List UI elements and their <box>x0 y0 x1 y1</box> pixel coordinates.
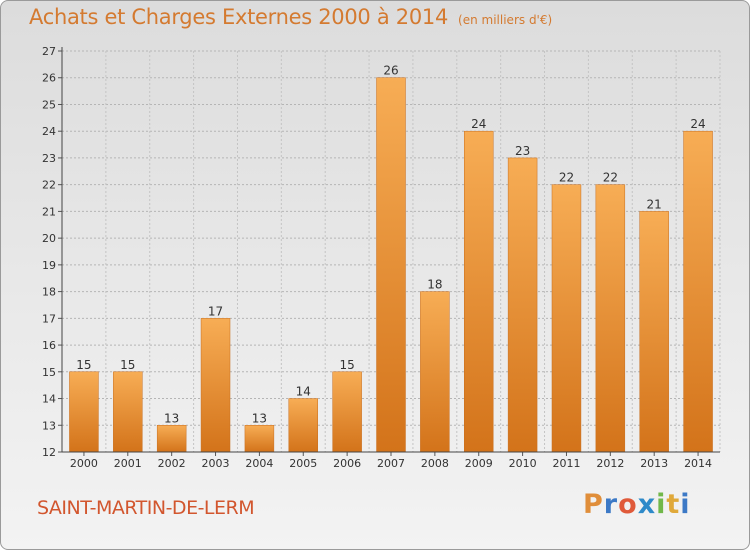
y-tick-label: 22 <box>42 179 56 192</box>
data-label: 24 <box>471 117 486 131</box>
bar <box>244 425 275 453</box>
chart-subtitle: (en milliers d'€) <box>458 13 553 27</box>
x-tick-label: 2007 <box>377 457 405 470</box>
data-label: 26 <box>383 64 398 78</box>
x-tick-label: 2005 <box>289 457 317 470</box>
x-tick-label: 2014 <box>684 457 712 470</box>
data-label: 22 <box>559 171 574 185</box>
data-label: 18 <box>427 278 442 292</box>
bar <box>156 425 187 453</box>
x-tick-label: 2003 <box>202 457 230 470</box>
bar <box>595 184 626 453</box>
y-tick-label: 21 <box>42 205 56 218</box>
y-tick-label: 20 <box>42 232 56 245</box>
x-tick-label: 2004 <box>245 457 273 470</box>
y-tick-label: 17 <box>42 312 56 325</box>
bar <box>507 157 538 453</box>
chart-title-row: Achats et Charges Externes 2000 à 2014 (e… <box>29 5 552 29</box>
commune-name: SAINT-MARTIN-DE-LERM <box>37 497 255 519</box>
data-label: 15 <box>120 358 135 372</box>
x-tick-label: 2008 <box>421 457 449 470</box>
bar <box>420 291 450 453</box>
data-label: 14 <box>296 385 311 399</box>
y-tick-label: 18 <box>42 286 56 299</box>
bar <box>69 371 99 453</box>
x-tick-label: 2009 <box>465 457 493 470</box>
y-tick-label: 26 <box>42 72 56 85</box>
axes: 12 13 14 15 16 17 18 19 20 21 22 23 24 25 26 27 2000 2001… <box>42 45 720 470</box>
data-label: 23 <box>515 144 530 158</box>
y-tick-label: 24 <box>42 125 56 138</box>
y-tick-label: 27 <box>42 45 56 58</box>
y-tick-label: 15 <box>42 366 56 379</box>
bar <box>376 77 406 453</box>
x-tick-label: 2006 <box>333 457 361 470</box>
y-tick-label: 16 <box>42 339 56 352</box>
data-label: 24 <box>690 117 705 131</box>
data-label: 13 <box>252 411 267 425</box>
bar <box>551 184 582 453</box>
bar <box>683 130 713 453</box>
y-tick-label: 14 <box>42 393 56 406</box>
x-tick-label: 2002 <box>158 457 186 470</box>
bar <box>200 318 231 453</box>
x-tick-label: 2011 <box>552 457 580 470</box>
bar <box>639 211 669 453</box>
y-tick-label: 23 <box>42 152 56 165</box>
bar <box>113 371 143 453</box>
chart-title: Achats et Charges Externes 2000 à 2014 <box>29 5 449 29</box>
bar <box>464 130 494 453</box>
x-tick-label: 2010 <box>509 457 537 470</box>
data-label: 15 <box>76 358 91 372</box>
data-label: 15 <box>339 358 354 372</box>
proxiti-logo: Proxiti <box>583 489 691 520</box>
y-tick-label: 13 <box>42 419 56 432</box>
x-tick-label: 2001 <box>114 457 142 470</box>
x-tick-label: 2012 <box>596 457 624 470</box>
x-tick-label: 2013 <box>640 457 668 470</box>
data-label: 21 <box>647 197 662 211</box>
bar <box>288 398 318 453</box>
bar <box>332 371 362 453</box>
y-tick-label: 19 <box>42 259 56 272</box>
data-label: 22 <box>603 171 618 185</box>
bars: 15 15 13 17 13 14 15 26 18 24 23 22 22 21 24 <box>69 64 713 453</box>
y-tick-label: 12 <box>42 446 56 459</box>
data-label: 17 <box>208 304 223 318</box>
x-tick-label: 2000 <box>70 457 98 470</box>
y-tick-label: 25 <box>42 98 56 111</box>
data-label: 13 <box>164 411 179 425</box>
